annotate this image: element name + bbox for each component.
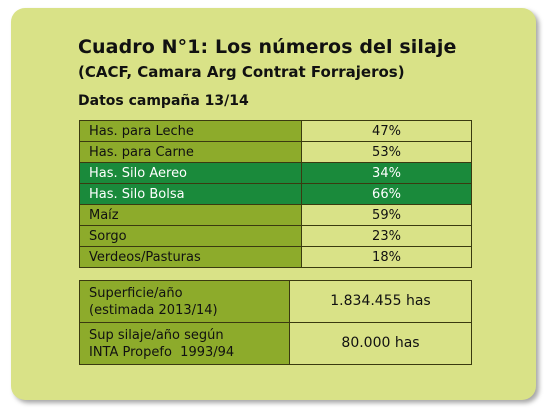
row-label: Maíz bbox=[79, 204, 302, 226]
summary-label-line: INTA Propefo 1993/94 bbox=[89, 344, 235, 360]
row-label: Verdeos/Pasturas bbox=[79, 246, 302, 268]
row-label: Has. para Carne bbox=[79, 141, 302, 163]
table-row: Has. para Leche 47% bbox=[79, 120, 472, 142]
card-subtitle: (CACF, Camara Arg Contrat Forrajeros) bbox=[78, 63, 405, 81]
row-label: Has. para Leche bbox=[79, 120, 302, 142]
table-row-highlighted: Has. Silo Aereo 34% bbox=[79, 162, 472, 184]
card-title: Cuadro N°1: Los números del silaje bbox=[78, 36, 457, 58]
table-row: Maíz 59% bbox=[79, 204, 472, 226]
summary-value: 80.000 has bbox=[289, 322, 472, 365]
row-value: 53% bbox=[301, 141, 472, 163]
row-label: Sorgo bbox=[79, 225, 302, 247]
summary-label: Sup silaje/año según INTA Propefo 1993/9… bbox=[79, 322, 290, 365]
row-value: 59% bbox=[301, 204, 472, 226]
silage-stats-table: Has. para Leche 47% Has. para Carne 53% … bbox=[79, 120, 472, 268]
summary-label-line: (estimada 2013/14) bbox=[89, 302, 218, 318]
table-row: Verdeos/Pasturas 18% bbox=[79, 246, 472, 268]
summary-label-line: Superficie/año bbox=[89, 285, 183, 301]
summary-label-line: Sup silaje/año según bbox=[89, 327, 224, 343]
row-value: 18% bbox=[301, 246, 472, 268]
table-row: Sorgo 23% bbox=[79, 225, 472, 247]
season-label: Datos campaña 13/14 bbox=[78, 93, 249, 109]
row-value: 34% bbox=[301, 162, 472, 184]
summary-label: Superficie/año (estimada 2013/14) bbox=[79, 280, 290, 323]
table-row: Sup silaje/año según INTA Propefo 1993/9… bbox=[79, 322, 472, 365]
row-label: Has. Silo Aereo bbox=[79, 162, 302, 184]
table-row: Has. para Carne 53% bbox=[79, 141, 472, 163]
row-value: 47% bbox=[301, 120, 472, 142]
table-row-highlighted: Has. Silo Bolsa 66% bbox=[79, 183, 472, 205]
summary-value: 1.834.455 has bbox=[289, 280, 472, 323]
row-value: 23% bbox=[301, 225, 472, 247]
row-value: 66% bbox=[301, 183, 472, 205]
table-row: Superficie/año (estimada 2013/14) 1.834.… bbox=[79, 280, 472, 323]
surface-summary-table: Superficie/año (estimada 2013/14) 1.834.… bbox=[79, 280, 472, 365]
row-label: Has. Silo Bolsa bbox=[79, 183, 302, 205]
